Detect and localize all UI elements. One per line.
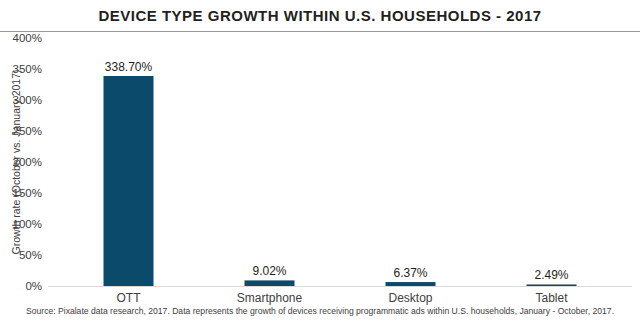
x-tick-label: Smartphone [237,291,303,305]
x-axis-line [48,286,632,287]
bars [104,76,577,286]
y-tick [45,69,48,70]
x-tick-label: Desktop [388,291,432,305]
y-axis-title: Growth rate (October vs. January 2017) [10,70,22,255]
labels: OTT 338.70% Smartphone 9.02% Desktop 6.37% Tab… [105,60,569,305]
bar [386,282,436,286]
title: DEVICE TYPE GROWTH WITHIN U.S. HOUSEHOLD… [98,7,541,24]
y-tick-label: 400% [13,32,42,44]
y-tick [45,131,48,132]
data-label: 6.37% [393,266,427,280]
data-label: 338.70% [105,60,153,74]
bar [245,280,295,286]
y-tick [45,286,48,287]
y-tick [45,100,48,101]
data-label: 2.49% [534,268,568,282]
chart-container: DEVICE TYPE GROWTH WITHIN U.S. HOUSEHOLD… [0,0,640,320]
y-tick [45,224,48,225]
y-tick [45,255,48,256]
source-note: Source: Pixalate data research, 2017. Da… [26,306,614,316]
y-tick [45,193,48,194]
y-tick [45,162,48,163]
data-label: 9.02% [252,264,286,278]
bar [527,284,577,286]
y-tick-label: 0% [25,280,42,292]
bar [104,76,154,286]
chart: DEVICE TYPE GROWTH WITHIN U.S. HOUSEHOLD… [0,0,640,320]
x-tick-label: OTT [117,291,142,305]
y-tick-label: 50% [19,249,42,261]
title-rule [0,31,640,32]
y-tick [45,38,48,39]
x-tick-label: Tablet [535,291,568,305]
